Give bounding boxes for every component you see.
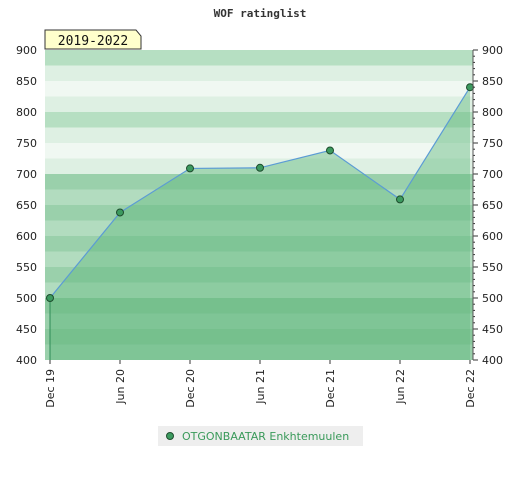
y-tick-label-left: 550	[16, 261, 37, 274]
x-tick-label: Jun 22	[394, 369, 407, 405]
y-tick-label-right: 900	[482, 44, 503, 57]
y-tick-label-right: 700	[482, 168, 503, 181]
data-point	[46, 294, 54, 302]
period-box-shape	[44, 29, 142, 50]
data-point	[256, 163, 264, 172]
x-tick-label: Dec 22	[464, 369, 477, 408]
background-band	[45, 205, 473, 221]
y-tick-label-right: 800	[482, 106, 503, 119]
legend-marker	[166, 432, 174, 440]
data-point	[116, 208, 124, 217]
series-area	[50, 87, 470, 360]
background-band	[45, 298, 473, 314]
y-tick-label-right: 850	[482, 75, 503, 88]
x-tick-label: Dec 21	[324, 369, 337, 408]
background-band	[45, 251, 473, 267]
y-tick-label-right: 650	[482, 199, 503, 212]
period-box: 2019-2022	[44, 29, 142, 50]
x-tick-label: Jun 20	[114, 369, 127, 405]
y-tick-label-left: 700	[16, 168, 37, 181]
background-band	[45, 220, 473, 236]
background-band	[45, 313, 473, 329]
y-tick-label-right: 550	[482, 261, 503, 274]
background-band	[45, 282, 473, 298]
background-band	[45, 127, 473, 143]
y-tick-label-left: 450	[16, 323, 37, 336]
data-point	[396, 195, 404, 204]
background-bands	[45, 50, 473, 360]
axis-layer: 400 400 450 450 500 500 550 550 600 600 650 650 700 7…	[16, 44, 503, 408]
y-tick-label-left: 750	[16, 137, 37, 150]
background-band	[45, 267, 473, 283]
y-tick-label-left: 900	[16, 44, 37, 57]
legend-series-name: OTGONBAATAR Enkhtemuulen	[182, 430, 349, 443]
chart-title: WOF ratinglist	[214, 7, 307, 20]
background-band	[45, 344, 473, 360]
background-band	[45, 174, 473, 190]
y-tick-label-right: 750	[482, 137, 503, 150]
x-tick-label: Jun 21	[254, 369, 267, 405]
y-tick-label-left: 500	[16, 292, 37, 305]
y-tick-label-left: 800	[16, 106, 37, 119]
background-band	[45, 143, 473, 159]
period-label: 2019-2022	[58, 34, 128, 49]
legend-box	[158, 426, 363, 446]
y-tick-label-left: 600	[16, 230, 37, 243]
background-band	[45, 112, 473, 128]
area-layer	[50, 87, 470, 360]
y-tick-label-right: 400	[482, 354, 503, 367]
y-tick-label-left: 650	[16, 199, 37, 212]
data-point	[186, 164, 194, 173]
y-tick-label-left: 850	[16, 75, 37, 88]
marker-layer	[46, 83, 474, 302]
x-tick-label: Dec 19	[44, 369, 57, 408]
background-band	[45, 96, 473, 112]
background-band	[45, 189, 473, 205]
y-tick-label-left: 400	[16, 354, 37, 367]
background-band	[45, 236, 473, 252]
y-tick-label-right: 600	[482, 230, 503, 243]
y-tick-label-right: 450	[482, 323, 503, 336]
background-band	[45, 81, 473, 97]
data-point	[326, 146, 334, 155]
background-band	[45, 329, 473, 345]
y-tick-label-right: 500	[482, 292, 503, 305]
x-tick-label: Dec 20	[184, 369, 197, 408]
legend: OTGONBAATAR Enkhtemuulen	[158, 426, 363, 446]
background-band	[45, 65, 473, 81]
data-point	[466, 83, 474, 92]
background-band	[45, 50, 473, 66]
